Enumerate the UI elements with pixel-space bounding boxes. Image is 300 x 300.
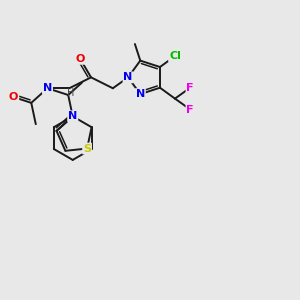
Text: N: N [43, 83, 52, 93]
Text: F: F [187, 104, 194, 115]
Text: N: N [136, 89, 145, 99]
Text: N: N [124, 72, 133, 82]
Text: S: S [83, 143, 91, 154]
Text: F: F [187, 83, 194, 93]
Text: H: H [67, 88, 74, 98]
Text: N: N [68, 111, 77, 121]
Text: O: O [76, 54, 85, 64]
Text: Cl: Cl [169, 51, 181, 61]
Text: O: O [9, 92, 18, 102]
